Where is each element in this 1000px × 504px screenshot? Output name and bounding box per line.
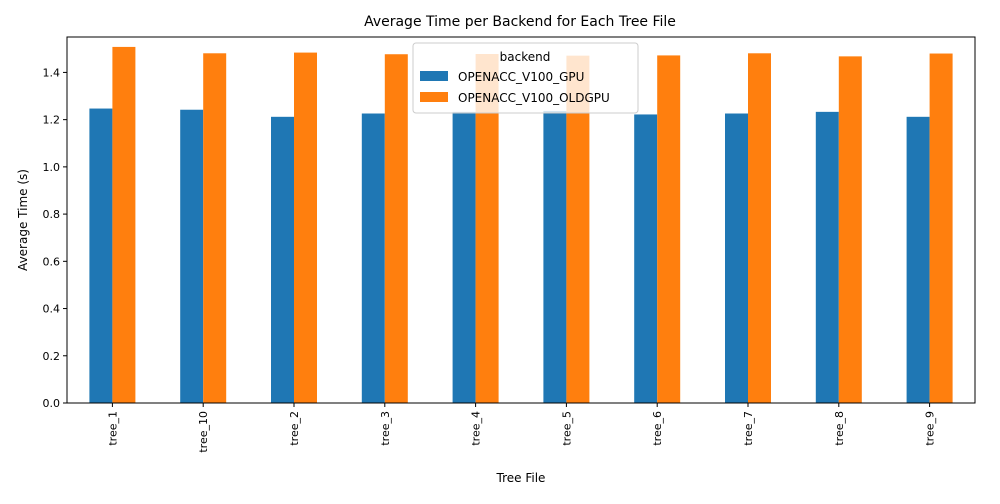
bar-openacc_v100_gpu-tree_7 [725,113,748,404]
x-tick-label: tree_9 [924,411,937,446]
legend-title: backend [500,50,551,64]
bar-openacc_v100_gpu-tree_1 [89,108,113,404]
y-tick-label: 0.2 [43,350,61,363]
legend: backend OPENACC_V100_GPU OPENACC_V100_OLD… [412,42,639,114]
y-tick-label: 0.4 [43,303,61,316]
bar-openacc_v100_oldgpu-tree_3 [384,54,408,403]
x-tick-label: tree_10 [197,411,210,453]
bar-openacc_v100_gpu-tree_4 [452,111,476,403]
bar-openacc_v100_gpu-tree_6 [634,114,658,404]
bar-openacc_v100_gpu-tree_9 [906,116,930,403]
x-tick-label: tree_4 [470,411,483,446]
y-tick-label: 1.0 [43,161,61,174]
bar-openacc_v100_oldgpu-tree_8 [838,56,862,403]
x-tick-label: tree_2 [288,411,301,446]
bar-openacc_v100_gpu-tree_3 [361,113,385,404]
legend-label: OPENACC_V100_OLDGPU [458,91,610,105]
x-axis-label: Tree File [496,471,546,485]
y-axis-label: Average Time (s) [16,169,30,271]
y-tick-label: 0.0 [43,397,61,410]
legend-swatch [420,71,448,81]
bar-openacc_v100_oldgpu-tree_9 [929,53,953,404]
x-axis: tree_1 tree_10 tree_2 tree_3 tree_4 tree_5 tre… [106,403,937,453]
bar-openacc_v100_oldgpu-tree_5 [566,55,590,403]
bar-openacc_v100_oldgpu-tree_2 [294,52,317,404]
plot-frame [66,36,976,404]
bar-openacc_v100_oldgpu-tree_6 [657,55,681,404]
x-tick-label: tree_8 [833,411,846,446]
legend-swatch [420,92,448,102]
x-tick-label: tree_1 [106,411,119,446]
bar-openacc_v100_oldgpu-tree_4 [475,54,499,404]
legend-box [412,42,639,114]
bar-openacc_v100_gpu-tree_2 [271,116,294,403]
y-tick-label: 0.8 [43,208,61,221]
bar-openacc_v100_gpu-tree_10 [180,109,204,403]
x-tick-label: tree_3 [379,411,392,446]
y-tick-label: 1.2 [43,114,61,127]
legend-label: OPENACC_V100_GPU [458,70,584,84]
y-tick-label: 1.4 [43,66,61,79]
chart-title: Average Time per Backend for Each Tree F… [364,14,676,30]
bar-openacc_v100_oldgpu-tree_7 [748,53,771,403]
bar-openacc_v100_oldgpu-tree_10 [203,53,227,403]
bar-openacc_v100_oldgpu-tree_1 [112,46,136,403]
y-tick-label: 0.6 [43,255,61,268]
bar-openacc_v100_gpu-tree_5 [543,110,567,403]
bars-layer [89,46,953,404]
bar-openacc_v100_gpu-tree_8 [815,111,839,403]
x-tick-label: tree_6 [651,411,664,446]
x-tick-label: tree_5 [560,411,573,446]
y-axis: 0.0 0.2 0.4 0.6 0.8 1.0 1.2 1.4 [43,66,67,410]
x-tick-label: tree_7 [742,411,755,446]
